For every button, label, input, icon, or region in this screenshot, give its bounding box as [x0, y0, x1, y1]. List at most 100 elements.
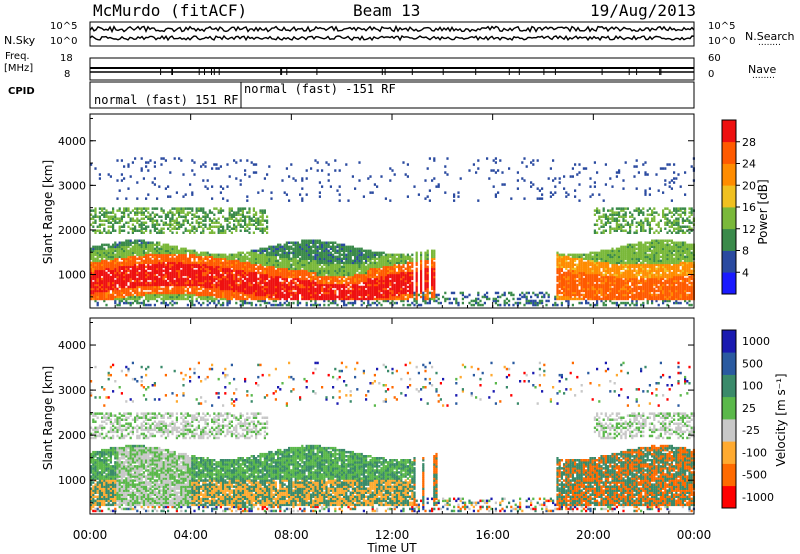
heatmap-cell	[90, 289, 93, 293]
heatmap-cell	[219, 287, 222, 291]
heatmap-cell	[351, 277, 354, 281]
heatmap-cell	[285, 283, 288, 287]
heatmap-cell	[184, 267, 187, 271]
heatmap-cell	[274, 299, 277, 303]
heatmap-cell	[301, 275, 304, 279]
heatmap-cell	[558, 265, 561, 269]
heatmap-cell	[156, 267, 159, 271]
heatmap-cell	[371, 253, 374, 257]
heatmap-cell	[217, 289, 220, 293]
heatmap-cell	[281, 271, 284, 275]
heatmap-cell	[171, 275, 174, 279]
heatmap-cell	[215, 289, 218, 293]
heatmap-cell	[98, 249, 101, 253]
heatmap-cell	[208, 295, 211, 299]
heatmap-cell	[327, 251, 330, 255]
heatmap-cell	[281, 263, 284, 267]
heatmap-cell	[292, 263, 295, 267]
heatmap-cell	[369, 265, 372, 269]
heatmap-cell	[497, 299, 500, 303]
heatmap-cell	[303, 255, 306, 259]
heatmap-cell	[211, 259, 214, 263]
heatmap-cell	[182, 219, 185, 222]
heatmap-cell	[195, 211, 198, 214]
heatmap-cell	[129, 269, 132, 273]
heatmap-cell	[105, 291, 108, 295]
heatmap-cell	[226, 303, 229, 307]
heatmap-cell	[127, 213, 130, 216]
heatmap-cell	[411, 259, 414, 263]
heatmap-cell	[547, 295, 550, 299]
heatmap-cell	[257, 219, 260, 222]
heatmap-cell	[171, 255, 174, 259]
heatmap-cell	[213, 265, 216, 269]
heatmap-cell	[246, 285, 249, 289]
heatmap-cell	[334, 285, 337, 289]
beam-title: Beam 13	[353, 1, 421, 20]
heatmap-cell	[369, 295, 372, 299]
heatmap-cell	[257, 289, 260, 293]
heatmap-cell	[252, 277, 255, 281]
heatmap-cell	[325, 245, 328, 249]
heatmap-cell	[138, 247, 141, 251]
heatmap-cell	[376, 297, 379, 301]
heatmap-cell	[424, 277, 427, 281]
heatmap-cell	[202, 267, 205, 271]
heatmap-cell	[120, 255, 123, 259]
heatmap-cell	[153, 279, 156, 283]
heatmap-cell	[536, 159, 539, 162]
heatmap-cell	[433, 159, 436, 162]
heatmap-cell	[527, 291, 530, 295]
heatmap-cell	[116, 253, 119, 257]
heatmap-cell	[477, 291, 480, 295]
heatmap-cell	[263, 209, 266, 212]
heatmap-cell	[193, 161, 196, 164]
heatmap-cell	[376, 265, 379, 269]
heatmap-cell	[101, 281, 104, 285]
heatmap-cell	[272, 267, 275, 271]
heatmap-cell	[316, 275, 319, 279]
heatmap-cell	[248, 219, 251, 222]
heatmap-cell	[274, 247, 277, 251]
heatmap-cell	[426, 283, 429, 287]
heatmap-cell	[329, 281, 332, 285]
heatmap-cell	[149, 243, 152, 247]
heatmap-cell	[305, 169, 308, 172]
heatmap-cell	[222, 291, 225, 295]
heatmap-cell	[169, 209, 172, 212]
heatmap-cell	[169, 261, 172, 265]
heatmap-cell	[332, 253, 335, 257]
heatmap-cell	[285, 251, 288, 255]
heatmap-cell	[384, 293, 387, 297]
heatmap-cell	[527, 301, 530, 305]
heatmap-cell	[94, 295, 97, 299]
heatmap-cell	[169, 283, 172, 287]
heatmap-cell	[112, 245, 115, 249]
heatmap-cell	[332, 243, 335, 247]
heatmap-cell	[285, 245, 288, 249]
heatmap-cell	[248, 291, 251, 295]
heatmap-cell	[202, 179, 205, 182]
heatmap-cell	[468, 301, 471, 305]
heatmap-cell	[127, 225, 130, 228]
heatmap-cell	[305, 177, 308, 180]
heatmap-cell	[345, 263, 348, 267]
heatmap-cell	[215, 297, 218, 301]
heatmap-cell	[140, 269, 143, 273]
heatmap-cell	[112, 247, 115, 251]
heatmap-cell	[274, 253, 277, 257]
heatmap-cell	[433, 249, 436, 253]
heatmap-cell	[360, 273, 363, 277]
heatmap-cell	[153, 271, 156, 275]
heatmap-cell	[112, 225, 115, 228]
heatmap-cell	[134, 245, 137, 249]
heatmap-cell	[334, 263, 337, 267]
heatmap-cell	[285, 265, 288, 269]
heatmap-cell	[516, 301, 519, 305]
heatmap-cell	[340, 279, 343, 283]
heatmap-cell	[483, 295, 486, 299]
heatmap-cell	[277, 279, 280, 283]
heatmap-cell	[171, 251, 174, 255]
heatmap-cell	[184, 285, 187, 289]
heatmap-cell	[103, 279, 106, 283]
